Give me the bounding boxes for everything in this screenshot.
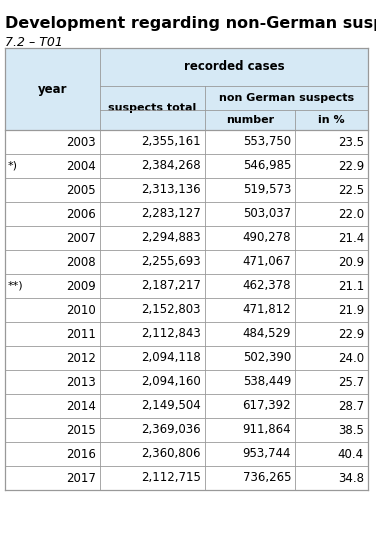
Text: 462,378: 462,378 <box>243 280 291 293</box>
Text: 2,283,127: 2,283,127 <box>141 207 201 221</box>
Text: 553,750: 553,750 <box>243 135 291 149</box>
Text: number: number <box>226 115 274 125</box>
Text: 2,112,715: 2,112,715 <box>141 472 201 484</box>
Text: 2013: 2013 <box>66 376 96 389</box>
Text: 2,384,268: 2,384,268 <box>141 159 201 173</box>
Text: 22.9: 22.9 <box>338 159 364 173</box>
Text: 38.5: 38.5 <box>338 424 364 436</box>
Text: 519,573: 519,573 <box>243 183 291 197</box>
Text: 7.2 – T01: 7.2 – T01 <box>5 36 63 49</box>
Text: 2005: 2005 <box>67 183 96 197</box>
Text: 2,112,843: 2,112,843 <box>141 328 201 341</box>
Text: 546,985: 546,985 <box>243 159 291 173</box>
Text: 490,278: 490,278 <box>243 232 291 245</box>
Text: 2017: 2017 <box>66 472 96 484</box>
Text: 471,067: 471,067 <box>243 256 291 269</box>
Text: **): **) <box>8 281 24 291</box>
Text: 2,149,504: 2,149,504 <box>141 400 201 412</box>
Text: 2,094,160: 2,094,160 <box>141 376 201 389</box>
Text: 2,255,693: 2,255,693 <box>141 256 201 269</box>
Bar <box>5 48 368 130</box>
Text: year: year <box>38 82 67 96</box>
Text: 2,187,217: 2,187,217 <box>141 280 201 293</box>
Text: 2008: 2008 <box>67 256 96 269</box>
Text: *): *) <box>8 161 18 171</box>
Text: 22.5: 22.5 <box>338 183 364 197</box>
Text: 2010: 2010 <box>66 304 96 317</box>
Text: 24.0: 24.0 <box>338 352 364 365</box>
Text: 2011: 2011 <box>66 328 96 341</box>
Text: 20.9: 20.9 <box>338 256 364 269</box>
Text: 2006: 2006 <box>66 207 96 221</box>
Text: non German suspects: non German suspects <box>219 93 354 103</box>
Text: 25.7: 25.7 <box>338 376 364 389</box>
Text: 736,265: 736,265 <box>243 472 291 484</box>
Text: 34.8: 34.8 <box>338 472 364 484</box>
Text: 2015: 2015 <box>66 424 96 436</box>
Text: 2,360,806: 2,360,806 <box>141 448 201 460</box>
Text: Development regarding non-German suspects: Development regarding non-German suspect… <box>5 16 376 31</box>
Text: 2007: 2007 <box>66 232 96 245</box>
Text: 22.0: 22.0 <box>338 207 364 221</box>
Text: 2014: 2014 <box>66 400 96 412</box>
Text: 40.4: 40.4 <box>338 448 364 460</box>
Text: 2,369,036: 2,369,036 <box>141 424 201 436</box>
Text: recorded cases: recorded cases <box>184 61 284 74</box>
Text: 471,812: 471,812 <box>243 304 291 317</box>
Text: 2,294,883: 2,294,883 <box>141 232 201 245</box>
Text: 21.4: 21.4 <box>338 232 364 245</box>
Text: 484,529: 484,529 <box>243 328 291 341</box>
Text: 2,313,136: 2,313,136 <box>141 183 201 197</box>
Text: 2009: 2009 <box>66 280 96 293</box>
Text: 22.9: 22.9 <box>338 328 364 341</box>
Text: 21.1: 21.1 <box>338 280 364 293</box>
Text: 2012: 2012 <box>66 352 96 365</box>
Text: 503,037: 503,037 <box>243 207 291 221</box>
Text: 2,094,118: 2,094,118 <box>141 352 201 365</box>
Text: 953,744: 953,744 <box>243 448 291 460</box>
Text: 538,449: 538,449 <box>243 376 291 389</box>
Text: 23.5: 23.5 <box>338 135 364 149</box>
Text: 911,864: 911,864 <box>243 424 291 436</box>
Bar <box>5 48 100 130</box>
Text: in %: in % <box>318 115 345 125</box>
Text: 2,152,803: 2,152,803 <box>141 304 201 317</box>
Text: 617,392: 617,392 <box>243 400 291 412</box>
Text: suspects total: suspects total <box>108 103 197 113</box>
Text: 2,355,161: 2,355,161 <box>141 135 201 149</box>
Text: 2003: 2003 <box>67 135 96 149</box>
Text: 28.7: 28.7 <box>338 400 364 412</box>
Text: 2016: 2016 <box>66 448 96 460</box>
Text: 21.9: 21.9 <box>338 304 364 317</box>
Text: 2004: 2004 <box>66 159 96 173</box>
Text: 502,390: 502,390 <box>243 352 291 365</box>
